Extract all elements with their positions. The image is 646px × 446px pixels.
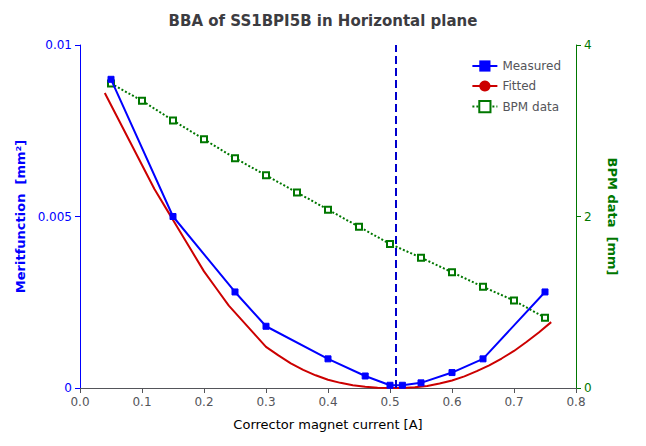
svg-text:0.1: 0.1 [132, 395, 151, 409]
svg-text:0.01: 0.01 [45, 38, 72, 52]
svg-text:0.005: 0.005 [38, 210, 72, 224]
svg-text:0.7: 0.7 [504, 395, 523, 409]
svg-text:0.0: 0.0 [70, 395, 89, 409]
svg-text:Fitted: Fitted [502, 79, 536, 93]
svg-text:Corrector magnet current [A]: Corrector magnet current [A] [233, 417, 422, 432]
svg-text:BBA of SS1BPI5B in Horizontal: BBA of SS1BPI5B in Horizontal plane [169, 12, 478, 30]
svg-text:2: 2 [584, 210, 592, 224]
svg-text:BPM data [mm]: BPM data [mm] [605, 158, 620, 276]
svg-text:0.3: 0.3 [256, 395, 275, 409]
svg-text:0: 0 [64, 381, 72, 395]
svg-text:BPM data: BPM data [502, 100, 559, 114]
svg-text:0.2: 0.2 [194, 395, 213, 409]
svg-text:Measured: Measured [502, 59, 561, 73]
svg-text:Meritfunction [mm²]: Meritfunction [mm²] [13, 140, 28, 293]
svg-text:4: 4 [584, 38, 592, 52]
svg-text:0.4: 0.4 [318, 395, 337, 409]
svg-text:0.8: 0.8 [566, 395, 585, 409]
svg-text:0: 0 [584, 381, 592, 395]
svg-text:0.6: 0.6 [442, 395, 461, 409]
svg-text:0.5: 0.5 [380, 395, 399, 409]
